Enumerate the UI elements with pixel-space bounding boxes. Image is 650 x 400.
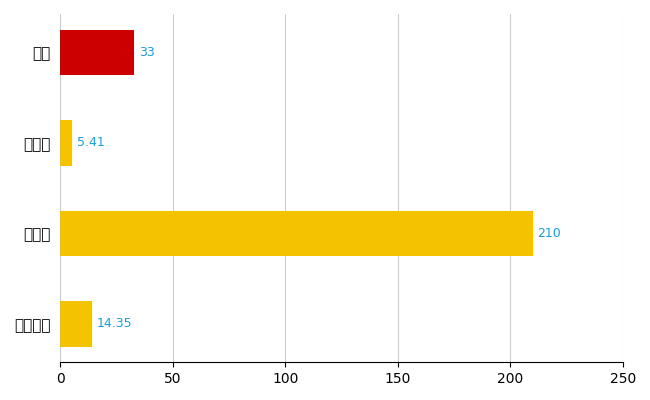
Bar — [60, 301, 92, 346]
Bar — [60, 211, 533, 256]
Text: 5.41: 5.41 — [77, 136, 105, 149]
Text: 14.35: 14.35 — [97, 318, 133, 330]
Text: 210: 210 — [538, 227, 561, 240]
Text: 33: 33 — [139, 46, 155, 59]
Bar — [60, 30, 135, 75]
Bar — [60, 120, 72, 166]
